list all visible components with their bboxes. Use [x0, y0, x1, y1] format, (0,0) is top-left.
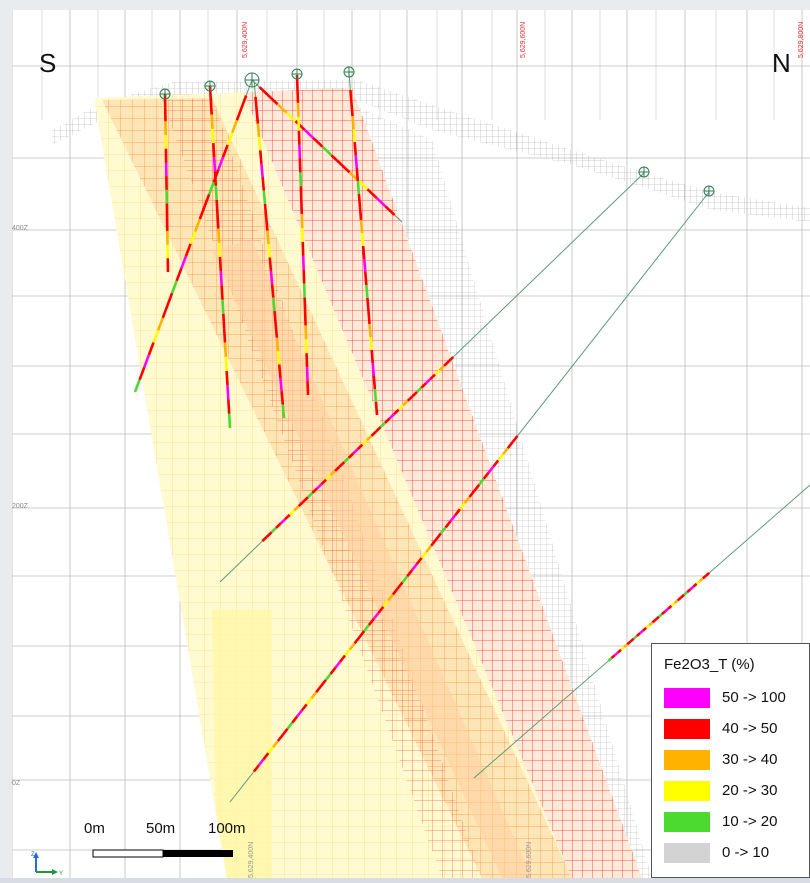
- elevation-label: 400Z: [12, 225, 28, 232]
- ore-body: [94, 88, 642, 878]
- y-axis-label: Y: [59, 871, 63, 877]
- legend-label: 10 -> 20: [722, 813, 777, 830]
- northing-label: 5,629,600N: [520, 22, 527, 58]
- legend-label: 20 -> 30: [722, 782, 777, 799]
- legend-swatch: [664, 781, 710, 801]
- north-label: N: [772, 48, 791, 79]
- elevation-label: 200Z: [12, 503, 28, 510]
- scale-bar: 0m 50m 100m: [90, 820, 270, 870]
- legend-title: Fe2O3_T (%): [664, 656, 755, 673]
- northing-label: 5,629,800N: [798, 22, 805, 58]
- legend-swatch: [664, 812, 710, 832]
- legend-swatch: [664, 719, 710, 739]
- south-label: S: [39, 48, 56, 79]
- axis-indicator: Z Y: [28, 850, 68, 878]
- legend-label: 0 -> 10: [722, 844, 769, 861]
- bottom-northing-label: 5,629,600N: [526, 842, 533, 878]
- legend-swatch: [664, 750, 710, 770]
- legend-swatch: [664, 843, 710, 863]
- legend-label: 40 -> 50: [722, 720, 777, 737]
- legend-label: 50 -> 100: [722, 689, 786, 706]
- northing-label: 5,629,400N: [242, 22, 249, 58]
- legend-swatch: [664, 688, 710, 708]
- z-axis-label: Z: [31, 852, 35, 858]
- legend-label: 30 -> 40: [722, 751, 777, 768]
- grade-legend: Fe2O3_T (%) 50 -> 100 40 -> 50 30 -> 40 …: [651, 643, 810, 878]
- elevation-label: 0Z: [12, 780, 20, 787]
